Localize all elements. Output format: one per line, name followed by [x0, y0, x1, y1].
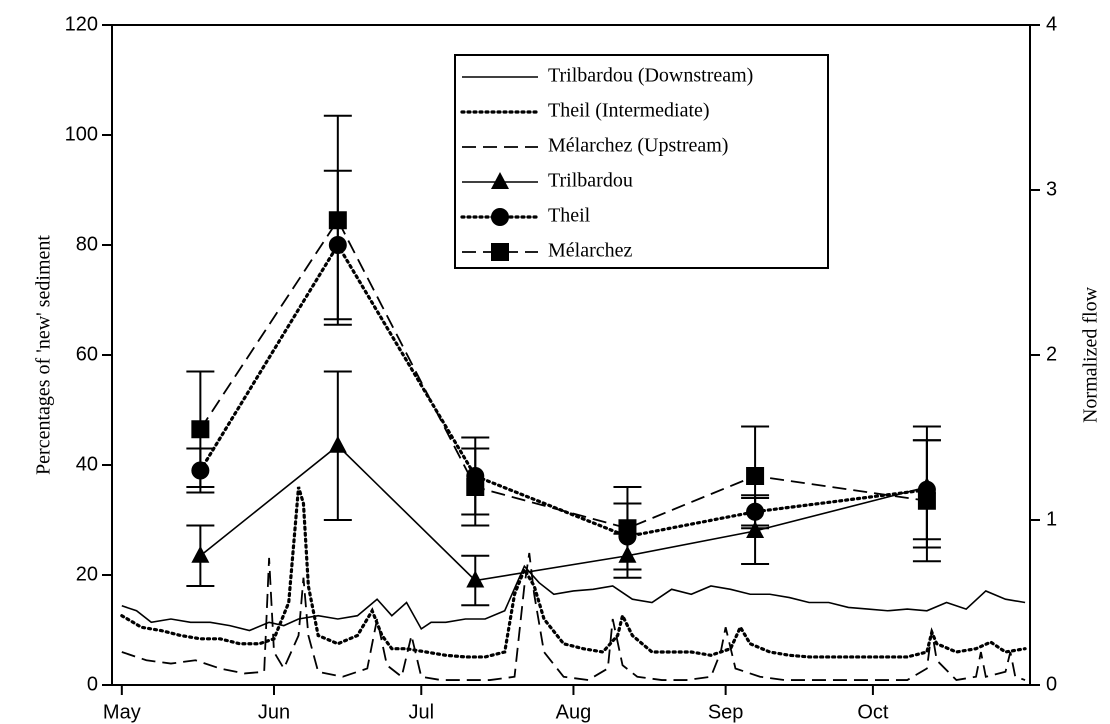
marker-triangle — [491, 172, 509, 189]
y2-tick-label: 4 — [1046, 13, 1057, 35]
marker-square — [917, 491, 936, 510]
legend-label: Theil — [548, 205, 591, 227]
marker-triangle — [191, 545, 210, 563]
y-tick-label: 80 — [76, 233, 98, 255]
y2-tick-label: 3 — [1046, 178, 1057, 200]
x-tick-label: Aug — [556, 701, 592, 723]
y-tick-label: 20 — [76, 563, 98, 585]
x-tick-label: Jul — [408, 701, 434, 723]
y2-tick-label: 1 — [1046, 508, 1057, 530]
y-tick-label: 120 — [65, 13, 98, 35]
marker-circle — [491, 208, 509, 226]
y2-tick-label: 0 — [1046, 673, 1057, 695]
y-axis-label: Percentages of 'new' sediment — [33, 235, 55, 475]
flow-line — [120, 486, 1027, 659]
x-tick-label: May — [103, 701, 141, 723]
legend-label: Mélarchez — [548, 240, 633, 262]
legend-label: Theil (Intermediate) — [548, 100, 710, 122]
flow-line — [121, 564, 1026, 632]
y-tick-label: 0 — [87, 673, 98, 695]
legend-box — [454, 54, 829, 269]
sample-line — [199, 218, 928, 530]
legend-label: Trilbardou — [548, 170, 633, 192]
sample-line — [199, 444, 928, 582]
flow-line — [121, 552, 1026, 682]
sample-line — [198, 241, 929, 539]
y-tick-label: 40 — [76, 453, 98, 475]
x-tick-label: Sep — [708, 701, 744, 723]
marker-square — [328, 211, 347, 230]
y2-tick-label: 2 — [1046, 343, 1057, 365]
marker-triangle — [466, 570, 485, 588]
marker-square — [746, 467, 765, 485]
x-tick-label: Oct — [857, 701, 889, 723]
y-tick-label: 60 — [76, 343, 98, 365]
marker-square — [618, 519, 637, 538]
legend-label: Mélarchez (Upstream) — [548, 135, 728, 157]
y2-axis-label: Normalized flow — [1080, 286, 1102, 423]
marker-square — [191, 420, 210, 439]
x-tick-label: Jun — [258, 701, 290, 723]
marker-square — [491, 243, 509, 261]
marker-triangle — [328, 435, 347, 453]
marker-square — [466, 478, 485, 496]
legend-label: Trilbardou (Downstream) — [548, 65, 753, 87]
y-tick-label: 100 — [65, 123, 98, 145]
marker-triangle — [746, 521, 765, 538]
